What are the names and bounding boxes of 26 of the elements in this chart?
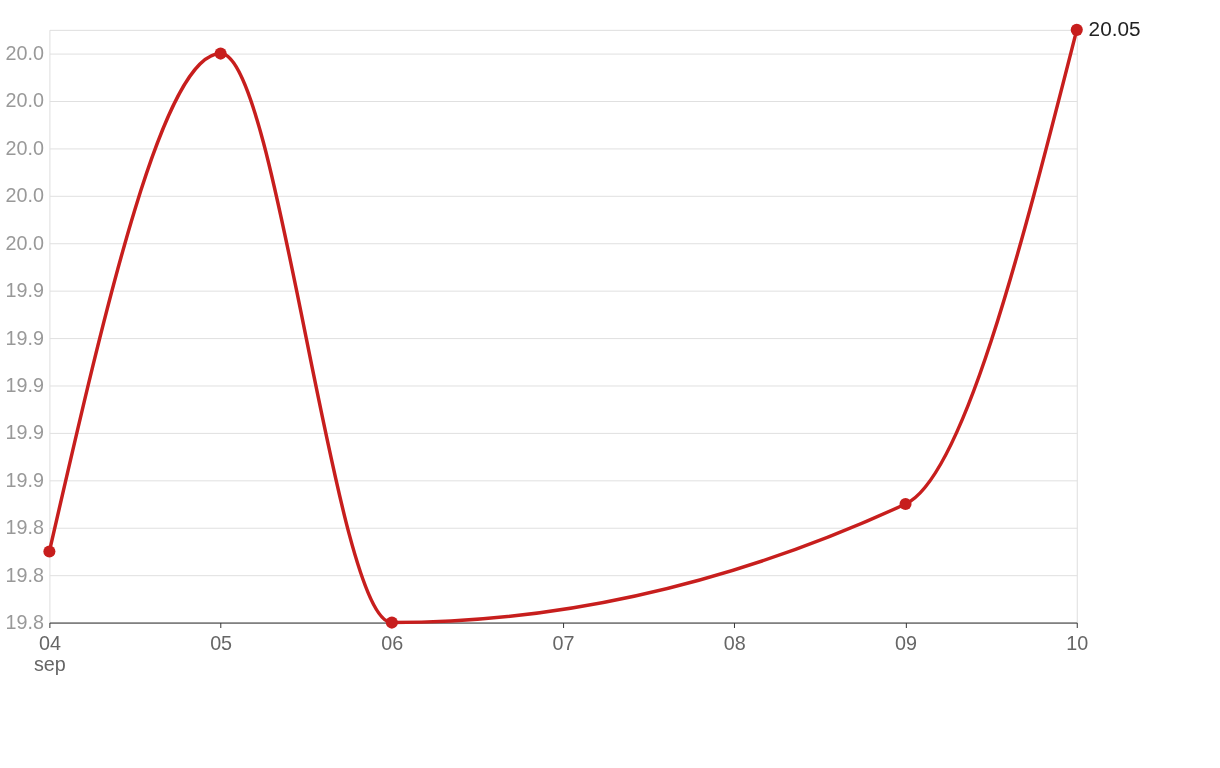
point: [214, 47, 227, 60]
y-tick-label: 20.0: [5, 136, 44, 159]
x-tick-label: 09: [895, 631, 918, 654]
y-tick-label: 19.8: [5, 516, 44, 539]
y-tick-label: 19.9: [5, 421, 44, 444]
y-tick-label: 20.0: [5, 89, 44, 112]
x-tick-label: 05: [210, 631, 233, 654]
y-tick-label: 20.0: [5, 184, 44, 207]
x-tick-label: 06: [381, 631, 404, 654]
data-label: 20.05: [1088, 16, 1141, 40]
y-tick-label: 19.8: [5, 611, 44, 633]
x-tick-label: 10: [1066, 631, 1089, 654]
y-tick-label: 19.9: [5, 326, 44, 349]
point: [1070, 23, 1083, 36]
y-tick-label: 19.9: [5, 373, 44, 396]
y-tick-label: 20.0: [5, 231, 44, 254]
y-tick-label: 19.9: [5, 468, 44, 491]
x-tick-label: 07: [552, 631, 575, 654]
y-tick-label: 19.9: [5, 279, 44, 302]
point: [899, 498, 912, 511]
x-tick-label: 08: [723, 631, 746, 654]
point: [43, 545, 56, 558]
point: [385, 616, 398, 629]
x-tick-label: 04 sep: [33, 631, 66, 676]
y-tick-label: 19.8: [5, 563, 44, 586]
y-tick-label: 20.0: [5, 42, 44, 64]
